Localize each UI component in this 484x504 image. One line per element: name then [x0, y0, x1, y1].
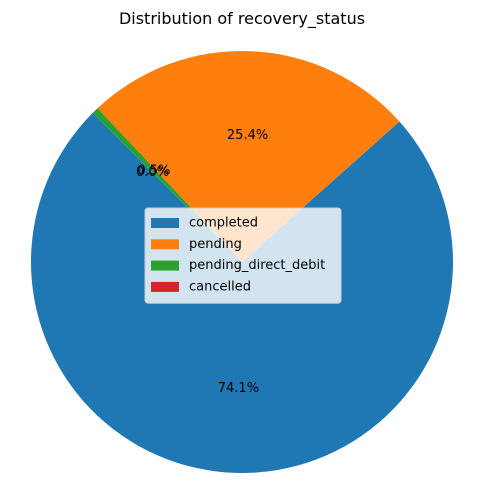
- legend-swatch-pending-direct-debit: [151, 260, 179, 271]
- percent-label-cancelled: 0.0%: [136, 165, 169, 180]
- legend-box: [144, 207, 342, 304]
- percent-label-pending: 25.4%: [227, 128, 268, 143]
- legend-label-completed: completed: [189, 216, 258, 231]
- legend-swatch-pending: [151, 239, 179, 250]
- percent-label-pending-direct-debit: 0.5%: [137, 164, 170, 179]
- legend: completed pending pending_direct_debitcanc…: [144, 207, 342, 304]
- percent-label-completed: 74.1%: [218, 381, 259, 396]
- legend-swatch-completed: [151, 218, 179, 228]
- legend-swatch-cancelled: [151, 281, 179, 292]
- chart-title: Distribution of recovery_status: [119, 9, 365, 29]
- legend-label-pending-direct-debit: pending_direct_debit: [189, 258, 325, 273]
- legend-label-pending: pending: [189, 237, 242, 252]
- legend-label-cancelled: cancelled: [189, 279, 251, 294]
- pie-percent-labels: 74.1% 25.4% 0.5%0.0%: [136, 128, 268, 396]
- pie-slice-pending: [97, 51, 400, 262]
